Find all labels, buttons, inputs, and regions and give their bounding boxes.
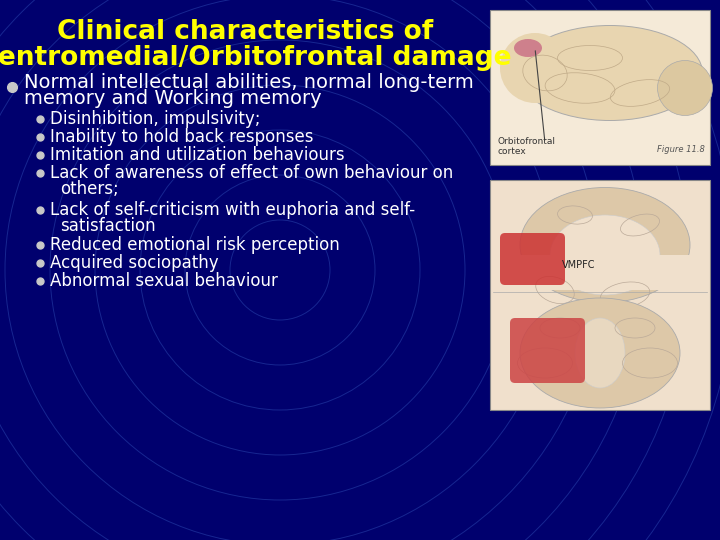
Text: others;: others; — [60, 180, 119, 198]
Ellipse shape — [500, 33, 570, 103]
Text: Inability to hold back responses: Inability to hold back responses — [50, 128, 313, 146]
FancyBboxPatch shape — [500, 233, 565, 285]
Bar — [490, 180, 710, 410]
Text: Imitation and utilization behaviours: Imitation and utilization behaviours — [50, 146, 345, 164]
Bar — [495, 255, 705, 290]
Text: Reduced emotional risk perception: Reduced emotional risk perception — [50, 236, 340, 254]
Ellipse shape — [657, 60, 713, 116]
Text: Figure 11.8: Figure 11.8 — [657, 145, 705, 153]
Text: Abnormal sexual behaviour: Abnormal sexual behaviour — [50, 272, 278, 290]
Text: Acquired sociopathy: Acquired sociopathy — [50, 254, 219, 272]
Ellipse shape — [575, 318, 625, 388]
Text: memory and Working memory: memory and Working memory — [24, 90, 322, 109]
Text: Clinical characteristics of: Clinical characteristics of — [57, 19, 433, 45]
Text: Lack of awareness of effect of own behaviour on: Lack of awareness of effect of own behav… — [50, 164, 454, 182]
Text: VMPFC: VMPFC — [562, 260, 595, 270]
Text: satisfaction: satisfaction — [60, 217, 156, 235]
Text: Normal intellectual abilities, normal long-term: Normal intellectual abilities, normal lo… — [24, 72, 474, 91]
Bar — [490, 10, 710, 165]
Ellipse shape — [520, 298, 680, 408]
Text: cortex: cortex — [498, 147, 527, 157]
Text: Ventromedial/Orbitofrontal damage: Ventromedial/Orbitofrontal damage — [0, 45, 511, 71]
Text: Orbitofrontal: Orbitofrontal — [498, 137, 556, 145]
Text: Disinhibition, impulsivity;: Disinhibition, impulsivity; — [50, 110, 261, 128]
Ellipse shape — [520, 187, 690, 302]
Ellipse shape — [514, 39, 542, 57]
Ellipse shape — [518, 25, 703, 120]
FancyBboxPatch shape — [510, 318, 585, 383]
Text: Lack of self-criticism with euphoria and self-: Lack of self-criticism with euphoria and… — [50, 201, 415, 219]
Ellipse shape — [550, 215, 660, 295]
